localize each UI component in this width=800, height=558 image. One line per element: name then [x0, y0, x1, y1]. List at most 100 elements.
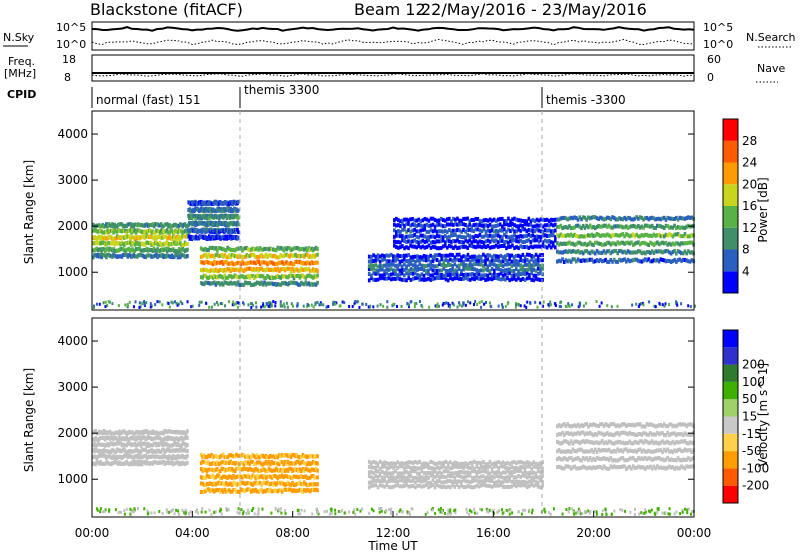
nsky-tick-high: 10^5 — [56, 21, 86, 34]
power-cell — [111, 302, 113, 305]
power-cell — [490, 305, 492, 308]
power-cell — [421, 305, 423, 308]
power-cell — [124, 304, 126, 307]
power-cell — [459, 303, 461, 306]
power-cell — [275, 301, 277, 304]
power-cell — [150, 305, 152, 308]
power-cell — [377, 305, 379, 308]
power-cell — [579, 302, 581, 305]
power-cell — [96, 303, 98, 306]
power-cell — [447, 302, 449, 305]
power-cell — [105, 301, 107, 304]
power-cell — [247, 303, 249, 306]
y-tick-label: 4000 — [57, 127, 88, 141]
power-cell — [489, 301, 491, 304]
power-cell — [339, 305, 341, 308]
power-cell — [537, 306, 539, 309]
power-cell — [449, 305, 451, 308]
power-cell — [268, 301, 270, 304]
y-tick-label: 2000 — [57, 219, 88, 233]
nsky-panel-frame — [92, 22, 694, 50]
power-cell — [334, 303, 336, 306]
power-cell — [316, 269, 319, 273]
velocity-cell — [316, 482, 319, 486]
power-cell — [476, 303, 478, 306]
power-cell — [199, 301, 201, 304]
power-cell — [255, 301, 257, 304]
cpid-label: CPID — [7, 88, 36, 101]
power-cell — [352, 305, 354, 308]
power-colorbar-tick: 24 — [742, 156, 757, 170]
power-colorbar-swatch — [723, 163, 738, 185]
power-cell — [382, 305, 384, 308]
power-cell — [560, 305, 562, 308]
power-cell — [410, 300, 412, 303]
power-cell — [252, 304, 254, 307]
power-cell — [255, 306, 257, 309]
power-cell — [365, 303, 367, 306]
power-cell — [211, 306, 213, 309]
power-cell — [518, 304, 520, 307]
power-cell — [320, 303, 322, 306]
power-cell — [138, 306, 140, 309]
power-cell — [611, 305, 613, 308]
power-cell — [198, 304, 200, 307]
power-cell — [569, 305, 571, 308]
power-cell — [235, 302, 237, 305]
power-cell — [313, 306, 315, 309]
beam-label: Beam 12 — [354, 0, 426, 19]
power-cell — [201, 301, 203, 304]
power-cell — [326, 306, 328, 309]
power-colorbar-label: Power [dB] — [756, 177, 770, 242]
power-cell — [214, 303, 216, 306]
power-cell — [216, 301, 218, 304]
power-colorbar-swatch — [723, 250, 738, 272]
power-colorbar-swatch — [723, 141, 738, 163]
power-cell — [662, 303, 664, 306]
power-cell — [599, 305, 601, 308]
power-cell — [534, 301, 536, 304]
power-cell — [145, 301, 147, 304]
power-cell — [224, 304, 226, 307]
nsky-tick-low: 10^0 — [56, 38, 86, 51]
power-cell — [453, 303, 455, 306]
velocity-cell — [316, 469, 319, 473]
power-cell — [303, 305, 305, 308]
power-cell — [272, 300, 274, 303]
velocity-scatter-cells — [92, 422, 695, 516]
power-colorbar-tick: 12 — [742, 221, 757, 235]
power-cell — [479, 301, 481, 304]
power-cell — [316, 261, 319, 265]
power-cell — [358, 306, 360, 309]
power-cell — [481, 300, 483, 303]
power-cell — [317, 301, 319, 304]
power-colorbar-swatch — [723, 206, 738, 228]
power-cell — [473, 303, 475, 306]
power-cell — [515, 303, 517, 306]
power-cell — [480, 306, 482, 309]
power-cell — [242, 301, 244, 304]
velocity-cell — [316, 475, 319, 479]
power-cell — [386, 306, 388, 309]
power-cell — [680, 302, 682, 305]
power-cell — [465, 304, 467, 307]
nave-label: Nave — [757, 62, 785, 75]
power-cell — [332, 303, 334, 306]
power-cell — [141, 302, 143, 305]
power-cell — [507, 302, 509, 305]
power-cell — [316, 281, 319, 285]
velocity-cell — [316, 462, 319, 466]
power-cell — [485, 301, 487, 304]
power-cell — [316, 274, 319, 278]
power-cell — [118, 304, 120, 307]
power-cell — [596, 300, 598, 303]
power-cell — [316, 247, 319, 251]
power-cell — [362, 303, 364, 306]
power-cell — [237, 200, 240, 204]
velocity-cell — [316, 488, 319, 492]
power-cell — [287, 306, 289, 309]
freq-unit-label: [MHz] — [4, 67, 36, 80]
power-cell — [687, 304, 689, 307]
